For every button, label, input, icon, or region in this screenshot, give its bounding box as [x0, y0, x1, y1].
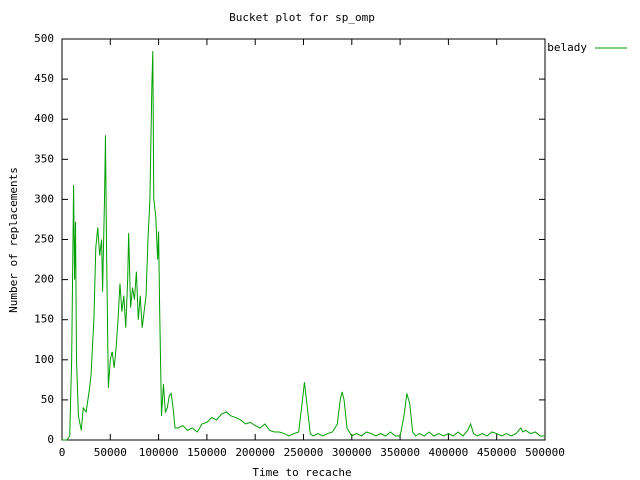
x-tick-label: 250000 — [284, 446, 324, 459]
y-tick-label: 350 — [34, 152, 54, 165]
legend-label: belady — [547, 41, 587, 54]
y-tick-label: 400 — [34, 112, 54, 125]
y-tick-label: 50 — [41, 393, 54, 406]
x-tick-label: 300000 — [332, 446, 372, 459]
y-tick-label: 300 — [34, 192, 54, 205]
x-tick-label: 150000 — [187, 446, 227, 459]
data-line — [62, 51, 545, 441]
y-tick-label: 450 — [34, 72, 54, 85]
x-tick-label: 0 — [59, 446, 66, 459]
y-tick-label: 250 — [34, 233, 54, 246]
y-tick-label: 200 — [34, 273, 54, 286]
y-tick-label: 150 — [34, 313, 54, 326]
y-tick-label: 500 — [34, 32, 54, 45]
x-tick-label: 400000 — [429, 446, 469, 459]
x-tick-label: 450000 — [477, 446, 517, 459]
x-tick-label: 200000 — [235, 446, 275, 459]
plot-frame — [61, 38, 546, 441]
x-tick-label: 350000 — [380, 446, 420, 459]
x-tick-label: 50000 — [94, 446, 127, 459]
x-axis-label: Time to recache — [252, 466, 351, 479]
chart-title: Bucket plot for sp_omp — [229, 11, 375, 24]
x-tick-label: 100000 — [139, 446, 179, 459]
y-tick-label: 0 — [47, 433, 54, 446]
y-tick-label: 100 — [34, 353, 54, 366]
y-axis-label: Number of replacements — [7, 167, 20, 313]
x-tick-label: 500000 — [525, 446, 565, 459]
